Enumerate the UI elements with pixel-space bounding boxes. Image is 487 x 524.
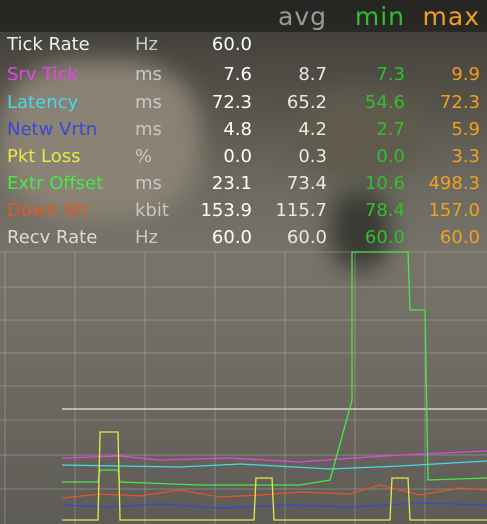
graph-line (61, 450, 487, 463)
stat-current: 60.0 (212, 34, 252, 55)
stat-avg: 8.7 (298, 64, 327, 85)
stat-current: 0.0 (223, 146, 252, 167)
graph-line (62, 251, 487, 486)
stat-min: 7.3 (376, 64, 405, 85)
stat-unit: ms (135, 173, 162, 194)
stat-max: 9.9 (451, 64, 480, 85)
stat-avg: 73.4 (287, 173, 327, 194)
stat-unit: ms (135, 92, 162, 113)
bg-blur (330, 190, 390, 270)
stat-current: 4.8 (223, 119, 252, 140)
stat-label: Latency (7, 92, 78, 113)
stat-current: 60.0 (212, 227, 252, 248)
stat-label: Down Str (7, 200, 90, 221)
stat-min: 60.0 (365, 227, 405, 248)
stat-min: 2.7 (376, 119, 405, 140)
graph-line (61, 460, 487, 470)
stat-min: 10.6 (365, 173, 405, 194)
stat-label: Pkt Loss (7, 146, 81, 167)
column-header: avg (278, 2, 327, 31)
stat-max: 157.0 (428, 200, 480, 221)
stat-avg: 65.2 (287, 92, 327, 113)
column-header: max (423, 2, 480, 31)
stat-max: 498.3 (428, 173, 480, 194)
stat-avg: 0.3 (298, 146, 327, 167)
stat-current: 153.9 (200, 200, 252, 221)
stat-label: Netw Vrtn (7, 119, 97, 140)
stat-label: Recv Rate (7, 227, 97, 248)
graph-grid (0, 251, 487, 524)
stat-label: Tick Rate (6, 34, 90, 55)
stat-current: 7.6 (223, 64, 252, 85)
stat-min: 54.6 (365, 92, 405, 113)
stat-max: 3.3 (451, 146, 480, 167)
stat-label: Srv Tick (7, 64, 79, 85)
bg-blur (300, 90, 420, 180)
stat-max: 5.9 (451, 119, 480, 140)
graph-line (62, 431, 487, 521)
stat-unit: Hz (135, 227, 158, 248)
bg-blur (0, 60, 200, 220)
stat-avg: 60.0 (287, 227, 327, 248)
stat-min: 78.4 (365, 200, 405, 221)
stat-avg: 4.2 (298, 119, 327, 140)
stat-avg: 115.7 (275, 200, 327, 221)
stat-label: Extr Offset (7, 173, 103, 194)
graph-line (61, 502, 487, 509)
stat-max: 72.3 (440, 92, 480, 113)
stat-unit: Hz (135, 34, 158, 55)
graph-line (61, 484, 487, 499)
stat-max: 60.0 (440, 227, 480, 248)
stat-unit: ms (135, 119, 162, 140)
graph-lines (61, 251, 487, 521)
stat-min: 0.0 (376, 146, 405, 167)
stat-current: 72.3 (212, 92, 252, 113)
column-header: min (355, 2, 405, 31)
stat-unit: kbit (135, 200, 169, 221)
stat-unit: ms (135, 64, 162, 85)
stat-unit: % (135, 146, 152, 167)
stat-current: 23.1 (212, 173, 252, 194)
